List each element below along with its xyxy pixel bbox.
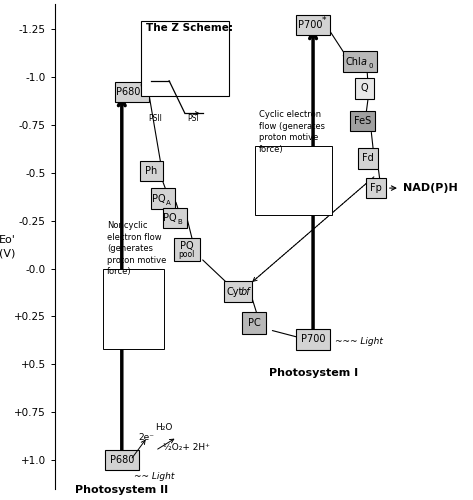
- Text: FeS: FeS: [354, 116, 371, 126]
- FancyBboxPatch shape: [358, 148, 378, 169]
- FancyBboxPatch shape: [350, 111, 375, 131]
- Text: P680: P680: [110, 455, 134, 465]
- Text: ~~ Light: ~~ Light: [134, 472, 174, 481]
- Text: B: B: [177, 219, 182, 225]
- Text: PQ: PQ: [152, 194, 165, 203]
- Text: ~~~ Light: ~~~ Light: [335, 337, 383, 346]
- FancyBboxPatch shape: [151, 188, 175, 209]
- FancyBboxPatch shape: [163, 208, 187, 228]
- FancyBboxPatch shape: [224, 282, 252, 302]
- Text: P680: P680: [116, 88, 140, 98]
- Text: PQ: PQ: [180, 241, 193, 251]
- Text: Q: Q: [360, 84, 368, 94]
- FancyBboxPatch shape: [355, 78, 374, 98]
- FancyBboxPatch shape: [140, 160, 163, 181]
- Text: Noncyclic
electron flow
(generates
proton motive
force): Noncyclic electron flow (generates proto…: [107, 222, 166, 276]
- Text: Cyclic electron
flow (generates
proton motive
force): Cyclic electron flow (generates proton m…: [259, 110, 324, 154]
- FancyBboxPatch shape: [105, 450, 139, 470]
- Text: PC: PC: [247, 318, 260, 328]
- Text: P700: P700: [301, 334, 325, 344]
- FancyBboxPatch shape: [255, 146, 332, 215]
- Text: Eo'
(V): Eo' (V): [0, 235, 16, 258]
- Text: *: *: [322, 16, 326, 25]
- FancyBboxPatch shape: [174, 238, 200, 260]
- FancyBboxPatch shape: [343, 52, 377, 72]
- Text: Fp: Fp: [370, 183, 382, 193]
- Text: pool: pool: [179, 250, 195, 260]
- Text: ½O₂+ 2H⁺: ½O₂+ 2H⁺: [163, 443, 210, 452]
- Text: Chl: Chl: [345, 56, 361, 66]
- Text: NAD(P)H: NAD(P)H: [403, 183, 457, 193]
- Text: 2e⁻: 2e⁻: [139, 432, 154, 442]
- Text: Cyt: Cyt: [226, 286, 242, 296]
- FancyBboxPatch shape: [296, 15, 330, 36]
- Text: P700: P700: [298, 20, 322, 30]
- FancyBboxPatch shape: [114, 82, 149, 102]
- Text: PSII: PSII: [149, 114, 162, 123]
- Text: PSI: PSI: [187, 114, 199, 123]
- Text: a: a: [360, 56, 367, 66]
- FancyBboxPatch shape: [141, 22, 229, 96]
- Text: PQ: PQ: [164, 213, 177, 223]
- Text: A: A: [166, 200, 170, 206]
- Text: Ph: Ph: [145, 166, 158, 176]
- Text: 0: 0: [369, 63, 373, 69]
- FancyBboxPatch shape: [296, 330, 330, 349]
- Text: Photosystem I: Photosystem I: [269, 368, 358, 378]
- Text: Photosystem II: Photosystem II: [75, 485, 168, 495]
- FancyBboxPatch shape: [366, 178, 386, 198]
- FancyBboxPatch shape: [103, 268, 164, 349]
- Text: *: *: [140, 83, 145, 92]
- Text: Fd: Fd: [362, 154, 374, 164]
- FancyBboxPatch shape: [242, 312, 266, 334]
- Text: H₂O: H₂O: [155, 423, 173, 432]
- Text: The Z Scheme:: The Z Scheme:: [146, 23, 233, 33]
- Text: bf: bf: [240, 286, 250, 296]
